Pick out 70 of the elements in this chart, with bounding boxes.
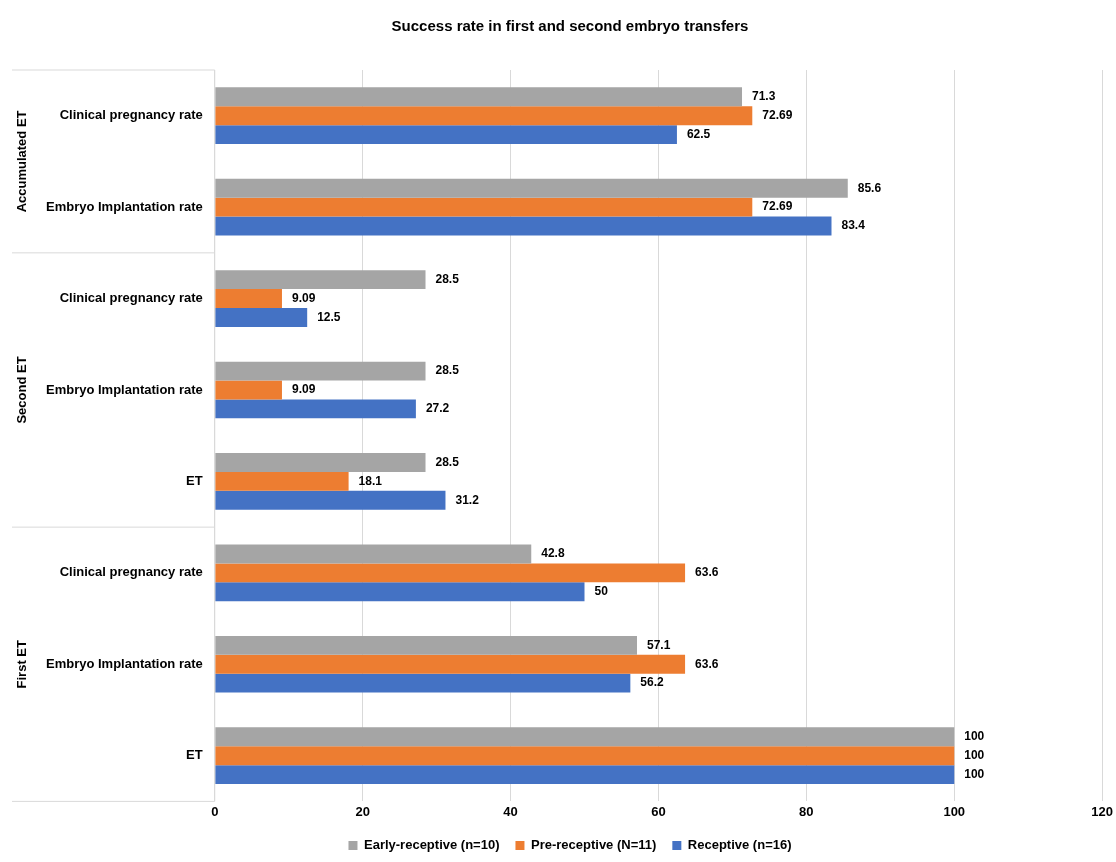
bar [215,673,631,693]
data-label: 63.6 [695,656,719,671]
bar [215,178,848,198]
bar [215,399,416,419]
x-tick-label: 0 [211,803,219,819]
data-label: 18.1 [358,473,383,488]
data-label: 31.2 [455,492,480,507]
bar [215,308,308,327]
data-label: 27.2 [425,401,450,416]
data-label: 50 [594,584,609,599]
x-tick-label: 20 [355,803,370,819]
data-label: 100 [964,766,985,781]
x-tick-label: 60 [651,803,666,819]
x-tick-label: 120 [1091,803,1114,819]
data-label: 28.5 [435,363,460,378]
x-tick-label: 40 [503,803,518,819]
data-label: 100 [964,729,985,744]
data-label: 72.69 [762,199,793,214]
bar [215,453,426,472]
bar [215,746,955,766]
y-tick-label: Embryo Implantation rate [46,381,203,397]
legend-label: Receptive (n=16) [687,837,792,853]
y-tick-label: Embryo Implantation rate [46,198,203,214]
data-label: 71.3 [752,89,776,104]
x-tick-label: 80 [799,803,814,819]
bar [215,216,832,236]
data-label: 85.6 [857,180,882,195]
bar [215,582,585,602]
y-tick-label: Clinical pregnancy rate [59,564,203,580]
bar [215,635,638,655]
data-label: 62.5 [686,126,711,141]
data-label: 28.5 [435,271,460,286]
data-label: 100 [964,748,985,762]
bar [215,197,753,217]
x-tick-label: 100 [943,803,966,819]
data-label: 42.8 [541,546,565,561]
data-label: 72.69 [762,108,793,123]
data-label: 9.09 [291,290,316,305]
data-label: 28.5 [435,454,460,469]
legend-label: Pre-receptive (N=11) [530,837,657,853]
chart-title: Success rate in first and second embryo transfers [391,17,749,35]
bar [215,765,955,785]
y-tick-label: Clinical pregnancy rate [59,107,203,123]
bar [215,563,686,583]
bar [215,289,282,309]
legend-label: Early-receptive (n=10) [363,837,500,853]
bar [215,361,426,381]
bar [215,380,282,400]
data-label: 63.6 [695,565,719,580]
bar [215,87,743,107]
bar [215,471,349,491]
y-tick-label: ET [186,472,203,488]
data-label: 9.09 [291,382,316,397]
bar [215,654,686,674]
y-tick-label: ET [186,747,203,763]
bar [215,106,753,126]
bar [215,125,677,145]
text: Accumulated ET [13,110,29,213]
text: Second ET [13,356,29,424]
text: First ET [13,640,29,689]
data-label: 56.2 [640,675,665,690]
data-label: 12.5 [317,309,341,324]
y-tick-label: Clinical pregnancy rate [59,290,203,306]
bar [215,490,446,510]
bar [215,544,532,564]
bar [215,727,955,747]
y-tick-label: Embryo Implantation rate [46,655,203,671]
data-label: 57.1 [647,637,671,652]
bar [215,270,426,290]
data-label: 83.4 [841,218,866,233]
